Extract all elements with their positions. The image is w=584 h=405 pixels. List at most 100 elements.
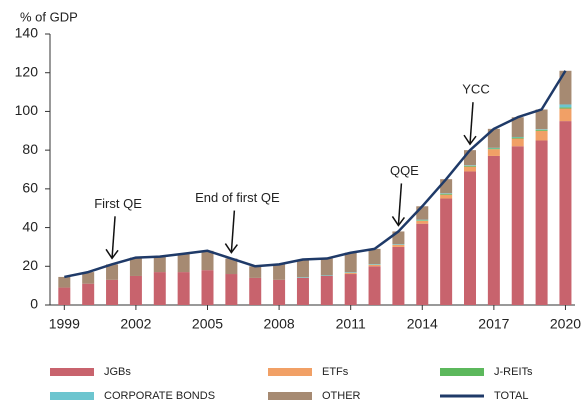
bar-segment xyxy=(82,272,95,284)
bar-segment xyxy=(464,166,476,172)
bar-segment xyxy=(416,223,429,305)
bar-segment xyxy=(201,270,214,305)
bar-segment xyxy=(368,264,381,265)
annotation-text: End of first QE xyxy=(195,190,280,205)
y-tick-label: 120 xyxy=(15,63,39,79)
bar-segment xyxy=(440,193,453,194)
bar-segment xyxy=(416,206,429,220)
annotation-arrowhead xyxy=(224,243,238,254)
y-tick-label: 100 xyxy=(15,102,39,118)
bar-segment xyxy=(296,277,309,278)
legend-label: ETFs xyxy=(322,366,349,378)
bar-segment xyxy=(511,117,524,137)
annotation-text: First QE xyxy=(94,196,142,211)
bar-segment xyxy=(511,138,524,147)
annotation-text: QQE xyxy=(390,163,419,178)
legend-label: J-REITs xyxy=(494,366,533,378)
y-tick-label: 140 xyxy=(15,25,39,41)
bar-segment xyxy=(320,258,333,276)
bar-segment xyxy=(320,275,333,276)
x-tick-label: 2002 xyxy=(120,316,151,332)
bar-segment xyxy=(153,272,166,305)
bar-segment xyxy=(416,219,429,221)
legend-label: OTHER xyxy=(322,390,361,402)
bar-segment xyxy=(535,129,548,130)
legend-label: CORPORATE BONDS xyxy=(104,390,215,402)
annotation-arrow xyxy=(397,183,403,226)
bar-segment xyxy=(464,165,476,166)
y-tick-label: 0 xyxy=(30,296,38,312)
bar-segment xyxy=(416,220,429,224)
annotation-text: YCC xyxy=(462,82,489,97)
y-axis-label: % of GDP xyxy=(20,9,78,24)
bar-segment xyxy=(559,104,572,108)
legend-swatch xyxy=(268,392,312,400)
bar-segment xyxy=(129,257,142,276)
x-tick-label: 2008 xyxy=(264,316,295,332)
bar-segment xyxy=(368,266,381,305)
x-tick-label: 1999 xyxy=(49,316,80,332)
bar-segment xyxy=(464,165,476,167)
bar-segment xyxy=(177,253,190,273)
x-tick-label: 2017 xyxy=(478,316,509,332)
bar-segment xyxy=(201,250,214,271)
annotation-arrow xyxy=(469,102,474,145)
legend-label: TOTAL xyxy=(494,390,528,402)
bar-segment xyxy=(249,277,262,305)
bar-segment xyxy=(535,129,548,131)
bar-segment xyxy=(106,264,119,280)
bar-segment xyxy=(559,70,572,105)
bar-segment xyxy=(153,256,166,273)
bar-segment xyxy=(559,107,572,109)
bar-segment xyxy=(392,244,405,245)
bar-segment xyxy=(177,272,190,305)
bar-segment xyxy=(440,194,453,199)
bar-segment xyxy=(273,264,286,280)
bar-segment xyxy=(487,155,500,305)
bar-segment xyxy=(440,198,453,305)
bar-segment xyxy=(296,259,309,278)
bar-segment xyxy=(129,275,142,305)
bar-segment xyxy=(487,128,500,148)
bar-segment xyxy=(487,147,500,149)
bar-segment xyxy=(392,244,405,247)
bar-segment xyxy=(368,248,381,265)
bar-segment xyxy=(416,220,429,221)
legend-swatch xyxy=(50,368,94,376)
bar-segment xyxy=(344,274,357,305)
bar-segment xyxy=(225,274,238,305)
annotation-arrow xyxy=(230,210,236,253)
total-line xyxy=(64,70,567,279)
bar-segment xyxy=(344,252,357,273)
bar-segment xyxy=(82,283,95,305)
y-tick-label: 20 xyxy=(22,257,38,273)
x-tick-label: 2011 xyxy=(336,316,366,332)
bar-segment xyxy=(464,150,476,166)
bar-segment xyxy=(58,287,71,305)
bar-segment xyxy=(511,136,524,138)
annotation-arrowhead xyxy=(463,134,477,146)
legend-swatch xyxy=(268,368,312,376)
bar-segment xyxy=(249,266,262,278)
annotation-arrowhead xyxy=(105,248,119,260)
legend-swatch xyxy=(440,368,484,376)
annotation-arrowhead xyxy=(391,216,406,227)
x-tick-label: 2005 xyxy=(192,316,223,332)
bar-segment xyxy=(225,258,238,275)
bar-segment xyxy=(106,279,119,305)
bar-segment xyxy=(511,137,524,139)
x-tick-label: 2014 xyxy=(407,316,438,332)
bar-segment xyxy=(487,149,500,156)
bar-segment xyxy=(559,108,572,122)
bar-segment xyxy=(535,140,548,305)
y-tick-label: 60 xyxy=(22,180,38,196)
bar-segment xyxy=(58,276,71,288)
annotation-arrow xyxy=(111,216,116,259)
bar-segment xyxy=(559,121,572,305)
bar-segment xyxy=(368,264,381,267)
bar-segment xyxy=(511,146,524,305)
legend-swatch xyxy=(50,392,94,400)
bar-segment xyxy=(296,277,309,305)
bar-segment xyxy=(464,171,476,305)
